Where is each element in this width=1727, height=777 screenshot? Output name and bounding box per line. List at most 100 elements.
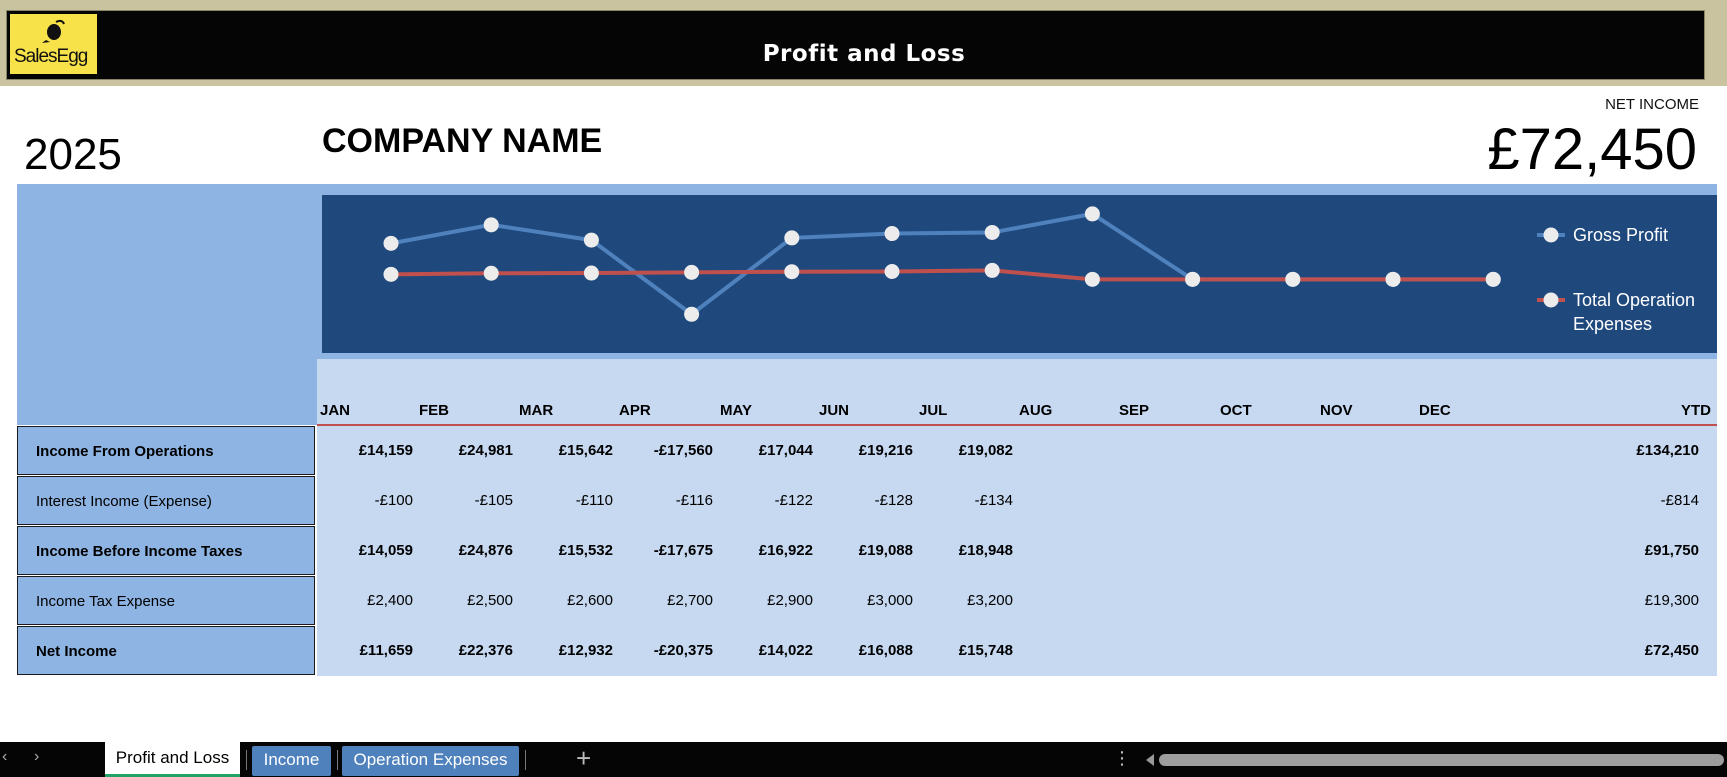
ytd-cell[interactable]: £72,450 <box>1644 642 1699 659</box>
table-cell[interactable]: £11,659 <box>359 642 413 659</box>
month-header-oct: OCT <box>1220 402 1252 419</box>
salesegg-logo: SalesEgg <box>10 14 97 74</box>
table-cell[interactable]: £19,082 <box>958 442 1013 459</box>
month-header-jan: JAN <box>320 402 351 419</box>
table-cell[interactable]: £24,876 <box>458 542 513 559</box>
chart-svg: Gross Profit Total Operation Expenses <box>383 206 1695 334</box>
table-cell[interactable]: -£134 <box>974 492 1013 509</box>
series-line-1 <box>390 268 1494 282</box>
months-background <box>317 359 1717 425</box>
data-point-1-jun <box>884 264 900 280</box>
row-label: Interest Income (Expense) <box>17 476 315 525</box>
month-header-apr: APR <box>619 402 651 419</box>
month-header-dec: DEC <box>1419 402 1451 419</box>
table-cell[interactable]: -£122 <box>774 492 813 509</box>
month-header-feb: FEB <box>419 402 449 419</box>
scroll-arrow-icon[interactable] <box>1146 754 1154 766</box>
data-point-1-jan <box>383 266 399 282</box>
data-point-0-mar <box>583 232 599 248</box>
table-cell[interactable]: £2,600 <box>567 592 613 609</box>
month-header-aug: AUG <box>1019 402 1053 419</box>
ellipsis-icon[interactable]: ⋮ <box>1113 748 1131 768</box>
data-point-1-apr <box>684 264 700 280</box>
tab-separator <box>337 750 338 770</box>
tab-profit-and-loss[interactable]: Profit and Loss <box>105 742 240 777</box>
table-cell[interactable]: £12,932 <box>558 642 613 659</box>
table-cell[interactable]: -£20,375 <box>653 642 713 659</box>
table-cell[interactable]: -£17,675 <box>653 542 713 559</box>
data-point-0-feb <box>483 217 499 233</box>
left-panel <box>17 184 317 425</box>
row-label: Income Before Income Taxes <box>17 526 315 575</box>
tab-separator <box>525 750 526 770</box>
months-header: YTD JAN FEB MAR APR MAY JUN JUL AUG SEP OCT NOV DEC <box>317 402 1717 426</box>
month-header-sep: SEP <box>1119 402 1150 419</box>
data-point-0-jun <box>884 226 900 242</box>
table-row: £11,659 £22,376 £12,932 -£20,375 £14,022 £16,… <box>317 626 1717 676</box>
net-income-value: £72,450 <box>1487 117 1697 182</box>
table-cell[interactable]: £18,948 <box>958 542 1013 559</box>
table-cell[interactable]: £24,981 <box>458 442 513 459</box>
net-income-label: NET INCOME <box>1605 96 1699 113</box>
table-cell[interactable]: £22,376 <box>458 642 513 659</box>
data-point-1-aug <box>1084 271 1100 287</box>
table-cell[interactable]: -£17,560 <box>653 442 713 459</box>
legend-marker-0 <box>1543 227 1559 243</box>
table-cell[interactable]: £14,022 <box>758 642 813 659</box>
logo-text: SalesEgg <box>14 46 88 67</box>
scroll-right-icon[interactable]: › <box>34 748 40 765</box>
data-point-1-jul <box>984 262 1000 278</box>
data-point-1-dec <box>1485 271 1501 287</box>
table-cell[interactable]: £19,088 <box>858 542 913 559</box>
table-cell[interactable]: £3,200 <box>967 592 1013 609</box>
data-point-1-mar <box>583 265 599 281</box>
table-cell[interactable]: £2,900 <box>767 592 813 609</box>
month-header-jul: JUL <box>919 402 948 419</box>
table-row: £14,159 £24,981 £15,642 -£17,560 £17,044 £19,… <box>317 426 1717 476</box>
row-label: Net Income <box>17 626 315 675</box>
table-cell[interactable]: £16,088 <box>858 642 913 659</box>
month-header-mar: MAR <box>519 402 554 419</box>
table-cell[interactable]: £16,922 <box>758 542 813 559</box>
legend-label-1: Expenses <box>1573 314 1652 334</box>
table-cell[interactable]: £3,000 <box>867 592 913 609</box>
scroll-left-icon[interactable]: ‹ <box>2 748 8 765</box>
ytd-cell[interactable]: -£814 <box>1660 492 1699 509</box>
data-point-0-apr <box>684 306 700 322</box>
table-cell[interactable]: £19,216 <box>858 442 913 459</box>
table-row: £2,400 £2,500 £2,600 £2,700 £2,900 £3,000 £3,2… <box>317 576 1717 626</box>
table-cell[interactable]: -£110 <box>575 492 613 509</box>
table-cell[interactable]: £2,700 <box>667 592 713 609</box>
table-cell[interactable]: -£105 <box>474 492 513 509</box>
data-point-0-jan <box>383 235 399 251</box>
table-cell[interactable]: -£128 <box>874 492 913 509</box>
table-cell[interactable]: £2,400 <box>367 592 413 609</box>
table-row: -£100 -£105 -£110 -£116 -£122 -£128 -£134 -£814 <box>317 476 1717 526</box>
ytd-cell[interactable]: £134,210 <box>1636 442 1699 459</box>
data-point-1-feb <box>483 265 499 281</box>
table-cell[interactable]: £2,500 <box>467 592 513 609</box>
tab-income[interactable]: Income <box>252 746 331 776</box>
row-label: Income From Operations <box>17 426 315 475</box>
tab-operation-expenses[interactable]: Operation Expenses <box>342 746 519 776</box>
table-cell[interactable]: -£100 <box>374 492 413 509</box>
row-label: Income Tax Expense <box>17 576 315 625</box>
table-cell[interactable]: £15,532 <box>558 542 613 559</box>
table-cell[interactable]: -£116 <box>675 492 713 509</box>
horizontal-scrollbar[interactable] <box>1159 754 1724 766</box>
month-header-nov: NOV <box>1320 402 1353 419</box>
data-point-1-may <box>784 264 800 280</box>
plus-icon[interactable]: + <box>576 743 592 773</box>
company-name: COMPANY NAME <box>322 122 603 160</box>
ytd-cell[interactable]: £91,750 <box>1644 542 1699 559</box>
ytd-cell[interactable]: £19,300 <box>1644 592 1699 609</box>
table-cell[interactable]: £14,159 <box>358 442 413 459</box>
table-cell[interactable]: £17,044 <box>758 442 813 459</box>
line-chart: Gross Profit Total Operation Expenses <box>322 195 1717 353</box>
table-cell[interactable]: £15,642 <box>558 442 613 459</box>
table-cell[interactable]: £14,059 <box>358 542 413 559</box>
table-cell[interactable]: £15,748 <box>958 642 1013 659</box>
data-point-0-jul <box>984 224 1000 240</box>
page-title: Profit and Loss <box>762 41 966 67</box>
data-point-1-sep <box>1185 271 1201 287</box>
